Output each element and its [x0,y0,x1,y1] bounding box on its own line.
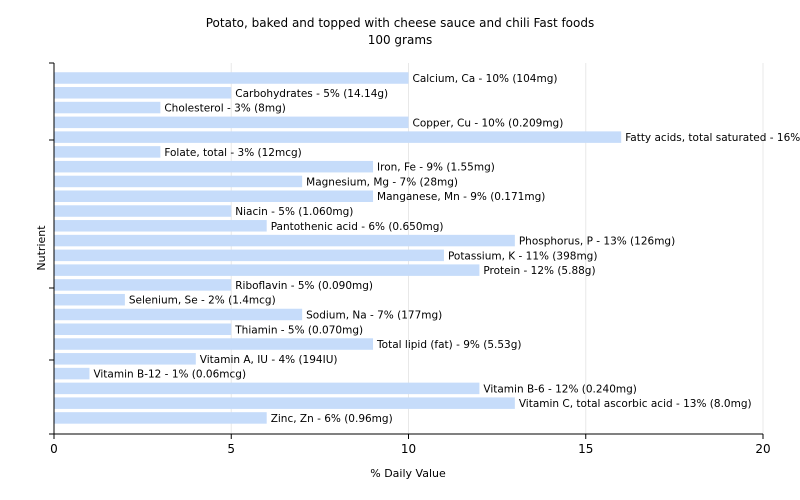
bar-label: Cholesterol - 3% (8mg) [164,103,286,115]
bar-label: Riboflavin - 5% (0.090mg) [235,280,373,292]
bar [54,338,374,350]
chart-subtitle: 100 grams [368,33,433,47]
bar [54,353,196,365]
bar [54,220,267,232]
bar [54,175,303,188]
bar-label: Magnesium, Mg - 7% (28mg) [306,176,458,188]
x-axis-ticks: 0 5 10 15 20 [50,434,771,456]
bar-label: Niacin - 5% (1.060mg) [235,206,353,218]
bar [54,264,480,276]
bar [54,131,622,143]
x-tick-label: 20 [755,442,770,456]
bar-label: Vitamin C, total ascorbic acid - 13% (8.… [519,398,752,410]
bar-label: Copper, Cu - 10% (0.209mg) [413,117,564,129]
bar-label: Phosphorus, P - 13% (126mg) [519,236,675,248]
x-tick-label: 10 [401,442,416,456]
bar-label: Folate, total - 3% (12mcg) [164,147,301,159]
bar [54,249,444,262]
bar [54,279,232,291]
bar [54,101,161,114]
bar [54,234,515,247]
bar [54,190,374,202]
bar-label: Potassium, K - 11% (398mg) [448,250,598,262]
bar-label: Vitamin B-12 - 1% (0.06mcg) [93,369,246,381]
bar-label: Sodium, Na - 7% (177mg) [306,309,442,321]
bar [54,72,409,84]
bar [54,367,90,380]
x-tick-label: 15 [578,442,593,456]
y-axis-label: Nutrient [35,225,48,271]
bar [54,87,232,99]
x-tick-label: 5 [227,442,235,456]
bar [54,116,409,129]
bar-label: Protein - 12% (5.88g) [483,265,595,277]
bar [54,397,515,409]
chart-title: Potato, baked and topped with cheese sau… [206,16,595,30]
bar [54,323,232,336]
bar-label: Calcium, Ca - 10% (104mg) [413,73,558,85]
bar [54,160,374,173]
bar-label: Pantothenic acid - 6% (0.650mg) [271,221,444,233]
bar-label: Carbohydrates - 5% (14.14g) [235,88,388,100]
bar-label: Selenium, Se - 2% (1.4mcg) [129,295,276,307]
bars: Calcium, Ca - 10% (104mg) Carbohydrates -… [54,72,800,425]
bar [54,382,480,395]
bar [54,205,232,217]
bar-label: Iron, Fe - 9% (1.55mg) [377,162,495,174]
bar [54,308,303,321]
bar [54,146,161,158]
bar-label: Vitamin A, IU - 4% (194IU) [200,354,338,366]
bar-label: Total lipid (fat) - 9% (5.53g) [376,339,521,351]
bar-label: Fatty acids, total saturated - 16% (3.30… [625,132,800,144]
bar [54,293,125,306]
bar-label: Vitamin B-6 - 12% (0.240mg) [483,383,637,395]
x-axis-label: % Daily Value [370,467,446,480]
bar-label: Manganese, Mn - 9% (0.171mg) [377,191,545,203]
x-tick-label: 0 [50,442,58,456]
bar [54,412,267,424]
bar-label: Thiamin - 5% (0.070mg) [234,324,363,336]
bar-label: Zinc, Zn - 6% (0.96mg) [271,413,393,425]
